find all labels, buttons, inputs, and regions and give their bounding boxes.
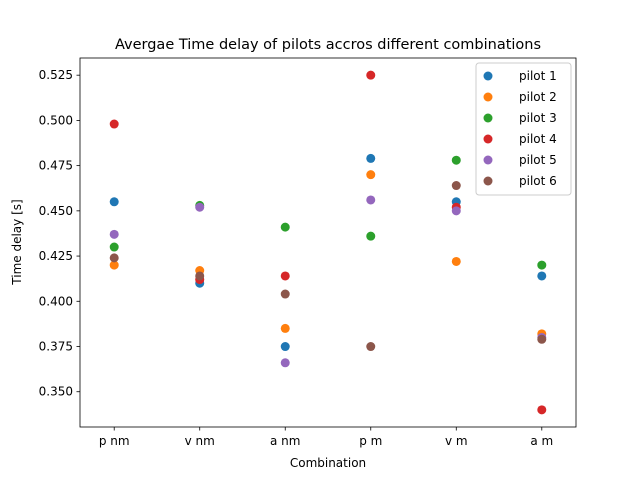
y-axis-label: Time delay [s] [10,199,24,285]
legend-marker [483,155,493,165]
y-tick-label: 0.450 [39,204,73,218]
data-point-pilot-6 [451,181,461,191]
data-point-pilot-3 [109,242,119,252]
data-point-pilot-6 [537,334,547,344]
data-point-pilot-5 [280,358,290,368]
y-tick-label: 0.400 [39,294,73,308]
legend-label: pilot 6 [519,174,557,188]
legend-marker [483,113,493,123]
y-tick-label: 0.375 [39,340,73,354]
data-point-pilot-1 [280,342,290,352]
data-point-pilot-3 [537,260,547,270]
data-point-pilot-5 [109,229,119,239]
legend-marker [483,92,493,102]
y-tick-label: 0.525 [39,68,73,82]
data-point-pilot-4 [537,405,547,415]
y-tick-label: 0.425 [39,249,73,263]
legend: pilot 1 pilot 2 pilot 3 pilot 4 pilot 5 pilot… [475,62,572,196]
legend-marker [483,71,493,81]
data-point-pilot-3 [280,222,290,232]
plot-frame [79,57,577,428]
data-point-pilot-2 [109,260,119,270]
data-point-pilot-5 [195,202,205,212]
x-tick-label: a m [530,434,553,448]
data-point-pilot-6 [280,289,290,299]
x-tick-label: p nm [99,434,130,448]
y-tick-label: 0.500 [39,113,73,127]
data-point-pilot-2 [280,323,290,333]
y-tick-label: 0.350 [39,385,73,399]
data-point-pilot-3 [451,155,461,165]
legend-marker [483,134,493,144]
data-point-pilot-2 [451,256,461,266]
data-point-pilot-1 [109,197,119,207]
legend-label: pilot 2 [519,90,557,104]
data-point-pilot-6 [366,342,376,352]
x-tick-label: p m [359,434,382,448]
data-point-pilot-3 [366,231,376,241]
data-point-pilot-5 [451,206,461,216]
data-point-pilot-1 [366,153,376,163]
x-tick-label: v m [445,434,468,448]
data-point-pilot-6 [109,253,119,263]
y-tick-label: 0.475 [39,159,73,173]
legend-label: pilot 3 [519,111,557,125]
chart-title: Avergae Time delay of pilots accros diff… [115,37,541,53]
data-point-pilot-1 [537,271,547,281]
data-point-pilot-5 [366,195,376,205]
legend-label: pilot 4 [519,132,557,146]
x-tick-label: v nm [185,434,215,448]
data-point-pilot-6 [195,271,205,281]
data-point-pilot-4 [109,119,119,129]
data-point-pilot-2 [366,170,376,180]
legend-label: pilot 5 [519,153,557,167]
legend-marker [483,176,493,186]
x-axis-label: Combination [290,456,366,470]
data-point-pilot-4 [280,271,290,281]
data-point-pilot-4 [366,70,376,80]
x-tick-label: a nm [270,434,300,448]
legend-label: pilot 1 [519,69,557,83]
legend-box [475,62,572,196]
